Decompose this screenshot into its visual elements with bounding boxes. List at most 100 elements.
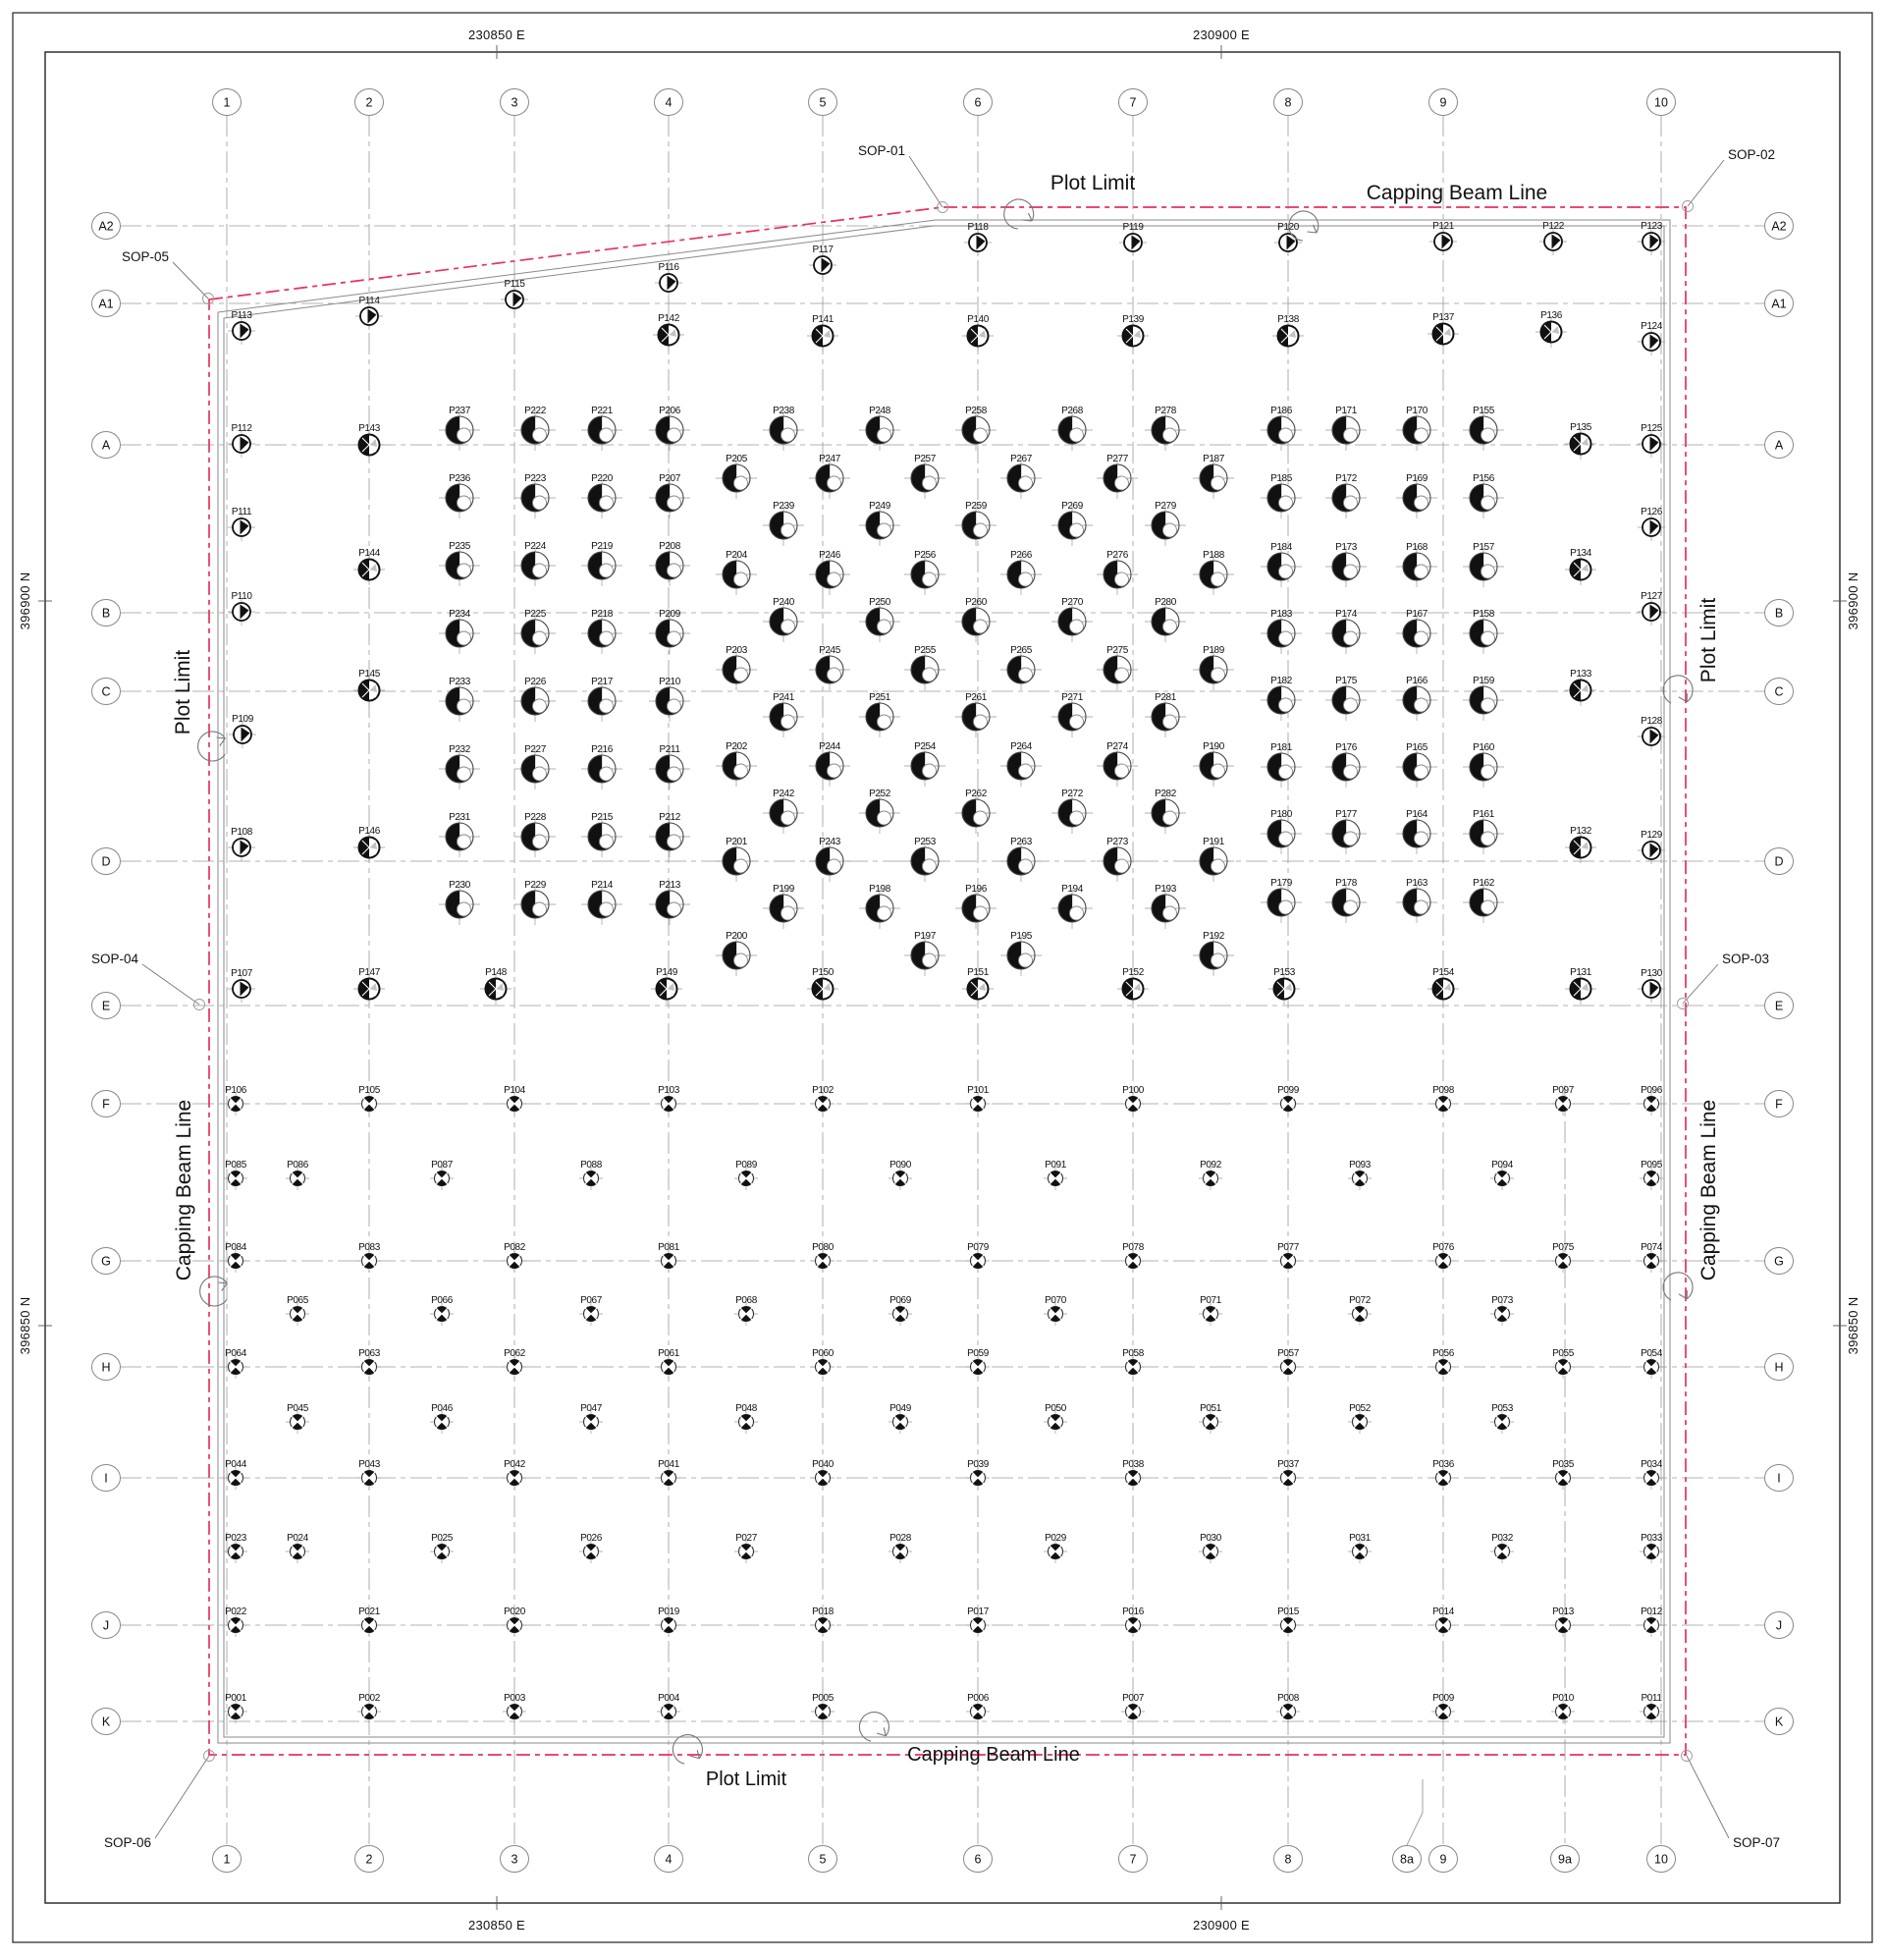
pile-label: P251 — [869, 692, 891, 703]
pile-label: P195 — [1010, 931, 1033, 942]
pile-label: P138 — [1277, 314, 1300, 325]
pile-P152: P152 — [1116, 967, 1150, 1006]
svg-text:D: D — [1774, 855, 1783, 869]
pile-label: P165 — [1406, 742, 1428, 753]
pile-P026: P026 — [578, 1533, 604, 1564]
pile-label: P240 — [773, 597, 795, 608]
pile-P269: P269 — [1050, 501, 1094, 547]
pile-P181: P181 — [1260, 742, 1303, 789]
pile-P094: P094 — [1489, 1160, 1515, 1191]
svg-text:3: 3 — [512, 96, 518, 110]
pile-label: P243 — [819, 837, 841, 847]
northing-label: 396900 N — [18, 572, 32, 630]
callout: Capping Beam Line — [1657, 1100, 1720, 1308]
pile-label: P092 — [1200, 1160, 1222, 1171]
pile-label: P242 — [773, 789, 795, 799]
pile-P051: P051 — [1198, 1403, 1223, 1435]
pile-label: P109 — [232, 714, 254, 725]
pile-label: P006 — [967, 1693, 990, 1704]
pile-label: P160 — [1473, 742, 1495, 753]
grid-bubble-2: 2 — [354, 1845, 384, 1873]
pile-label: P022 — [225, 1606, 247, 1617]
pile-label: P175 — [1335, 676, 1358, 686]
sop-label: SOP-04 — [91, 952, 139, 966]
pile-P233: P233 — [438, 677, 481, 723]
pile-label: P067 — [580, 1295, 603, 1306]
callout-label: Plot Limit — [1050, 172, 1136, 194]
pile-label: P271 — [1061, 692, 1084, 703]
pile-P225: P225 — [513, 609, 557, 655]
pile-P009: P009 — [1430, 1693, 1456, 1724]
pile-label: P005 — [812, 1693, 835, 1704]
svg-text:4: 4 — [666, 96, 673, 110]
svg-text:7: 7 — [1130, 96, 1137, 110]
grid-bubble-A2: A2 — [1764, 212, 1794, 240]
pile-P255: P255 — [903, 645, 946, 691]
pile-label: P085 — [225, 1160, 247, 1171]
pile-P065: P065 — [285, 1295, 310, 1327]
grid-bubble-9: 9 — [1428, 88, 1458, 116]
pile-label: P232 — [449, 744, 471, 755]
pile-label: P231 — [449, 812, 471, 823]
pile-P033: P033 — [1639, 1533, 1664, 1564]
pile-P047: P047 — [578, 1403, 604, 1435]
pile-label: P162 — [1473, 878, 1495, 889]
pile-label: P090 — [889, 1160, 912, 1171]
svg-text:E: E — [102, 1000, 110, 1013]
pile-label: P134 — [1570, 548, 1592, 559]
pile-P015: P015 — [1275, 1606, 1301, 1638]
grid-bubble-I: I — [1764, 1464, 1794, 1492]
pile-label: P158 — [1473, 609, 1495, 620]
pile-label: P249 — [869, 501, 891, 512]
pile-label: P151 — [967, 967, 990, 978]
grid-bubble-D: D — [1764, 847, 1794, 875]
pile-P258: P258 — [954, 406, 997, 452]
pile-label: P071 — [1200, 1295, 1222, 1306]
pile-label: P215 — [591, 812, 614, 823]
pile-label: P207 — [659, 473, 681, 484]
pile-label: P147 — [358, 967, 381, 978]
sop-label: SOP-06 — [104, 1835, 151, 1850]
pile-P010: P010 — [1550, 1693, 1576, 1724]
pile-label: P076 — [1432, 1242, 1455, 1253]
sop-label: SOP-01 — [858, 143, 905, 158]
pile-P188: P188 — [1192, 550, 1235, 596]
pile-label: P143 — [358, 423, 381, 434]
pile-P131: P131 — [1564, 967, 1597, 1006]
pile-P235: P235 — [438, 541, 481, 587]
grid-bubble-A: A — [1764, 431, 1794, 459]
pile-label: P121 — [1432, 221, 1455, 232]
pile-label: P035 — [1552, 1459, 1575, 1470]
pile-P148: P148 — [479, 967, 512, 1006]
pile-P259: P259 — [954, 501, 997, 547]
pile-label: P247 — [819, 454, 841, 464]
pile-label: P033 — [1641, 1533, 1663, 1544]
pile-label: P176 — [1335, 742, 1358, 753]
pile-P076: P076 — [1430, 1242, 1456, 1274]
pile-label: P081 — [658, 1242, 680, 1253]
pile-label: P189 — [1203, 645, 1225, 656]
pile-label: P156 — [1473, 473, 1495, 484]
pile-P075: P075 — [1550, 1242, 1576, 1274]
pile-P254: P254 — [903, 741, 946, 788]
pile-label: P054 — [1641, 1348, 1663, 1359]
pile-P193: P193 — [1144, 884, 1187, 930]
pile-P275: P275 — [1096, 645, 1139, 691]
pile-P220: P220 — [580, 473, 623, 519]
pile-P157: P157 — [1462, 542, 1505, 588]
pile-label: P027 — [735, 1533, 758, 1544]
easting-label: 230900 E — [1193, 1918, 1250, 1933]
pile-label: P281 — [1155, 692, 1177, 703]
pile-label: P020 — [504, 1606, 526, 1617]
pile-P062: P062 — [502, 1348, 527, 1380]
pile-P208: P208 — [648, 541, 691, 587]
pile-label: P212 — [659, 812, 681, 823]
grid-bubble-5: 5 — [808, 1845, 837, 1873]
grid-bubble-A2: A2 — [91, 212, 121, 240]
sop-label: SOP-05 — [122, 249, 169, 264]
pile-label: P059 — [967, 1348, 990, 1359]
pile-P058: P058 — [1120, 1348, 1146, 1380]
pile-P142: P142 — [652, 313, 685, 352]
svg-text:4: 4 — [666, 1853, 673, 1867]
pile-P201: P201 — [715, 837, 758, 883]
